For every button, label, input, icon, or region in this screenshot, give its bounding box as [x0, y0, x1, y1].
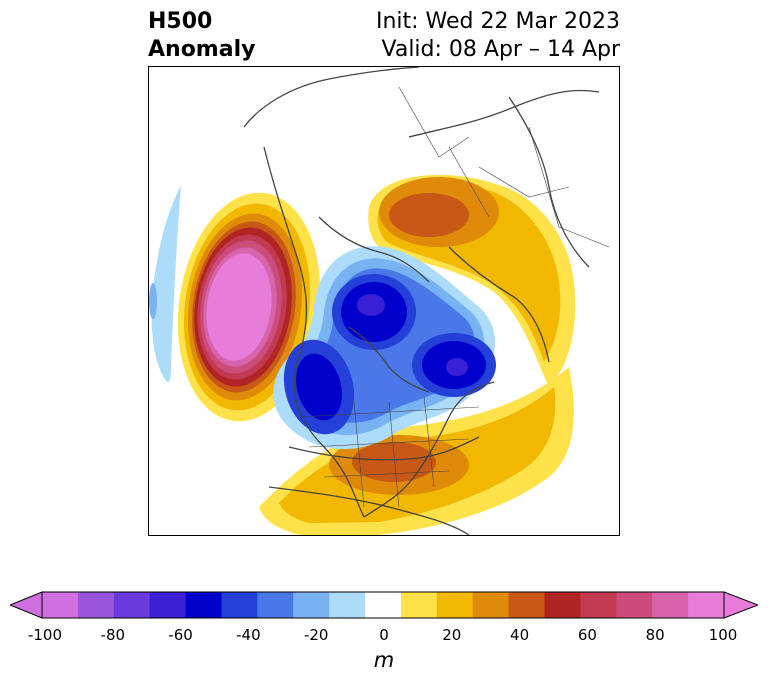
colorbar-tick-label: 100	[708, 626, 738, 644]
colorbar-segment	[221, 592, 258, 618]
colorbar-tick-label: -40	[236, 626, 261, 644]
colorbar-segment	[257, 592, 294, 618]
weak-trough-central-pacific	[149, 185, 181, 382]
colorbar-segment	[400, 592, 438, 618]
colorbar-segment	[472, 592, 510, 618]
colorbar-tick-label: -80	[100, 626, 126, 644]
colorbar-segment	[508, 592, 546, 618]
trough-greenland-atlantic	[412, 333, 496, 397]
colorbar-segment	[616, 592, 653, 618]
trough-western-north-america	[283, 339, 355, 435]
anomaly-map	[148, 66, 620, 536]
map-dates: Init: Wed 22 Mar 2023 Valid: 08 Apr – 14…	[376, 8, 620, 64]
colorbar-segment	[580, 592, 617, 618]
colorbar-tick-label: -20	[303, 626, 329, 644]
valid-range: Valid: 08 Apr – 14 Apr	[381, 37, 621, 62]
colorbar-segment	[652, 592, 689, 618]
colorbar-tick-label: -100	[27, 626, 63, 644]
colorbar-tick-label: 60	[577, 626, 597, 644]
colorbar-segment	[365, 592, 402, 618]
ridge-eastern-us	[259, 367, 574, 535]
map-title: H500 Anomaly	[148, 8, 255, 64]
colorbar-segment	[293, 592, 330, 618]
colorbar-segment	[688, 592, 725, 618]
coastlines	[243, 67, 600, 535]
colorbar-extend-high	[723, 591, 758, 619]
colorbar-unit: m	[373, 648, 395, 672]
colorbar-tick-label: 20	[442, 626, 462, 644]
colorbar-segment	[329, 592, 366, 618]
colorbar-tick-label: 0	[379, 626, 389, 644]
colorbar-segment	[113, 592, 151, 618]
colorbar	[10, 591, 758, 619]
colorbar-segment	[42, 592, 79, 618]
borders	[298, 86, 610, 508]
colorbar-segment	[149, 592, 187, 618]
colorbar-segment	[436, 592, 474, 618]
title-variable: H500	[148, 9, 213, 34]
colorbar-segment	[77, 592, 115, 618]
ridge-northeast-pacific	[177, 192, 321, 422]
colorbar-segment	[544, 592, 581, 618]
colorbar-tick-label: -60	[168, 626, 193, 644]
ridge-northern-europe-russia	[368, 174, 576, 387]
colorbar-segment	[185, 592, 222, 618]
colorbar-tick-label: 40	[510, 626, 530, 644]
title-kind: Anomaly	[148, 37, 256, 62]
colorbar-tick-label: 80	[645, 626, 665, 644]
init-date: Init: Wed 22 Mar 2023	[375, 9, 620, 34]
colorbar-extend-low	[10, 591, 43, 619]
